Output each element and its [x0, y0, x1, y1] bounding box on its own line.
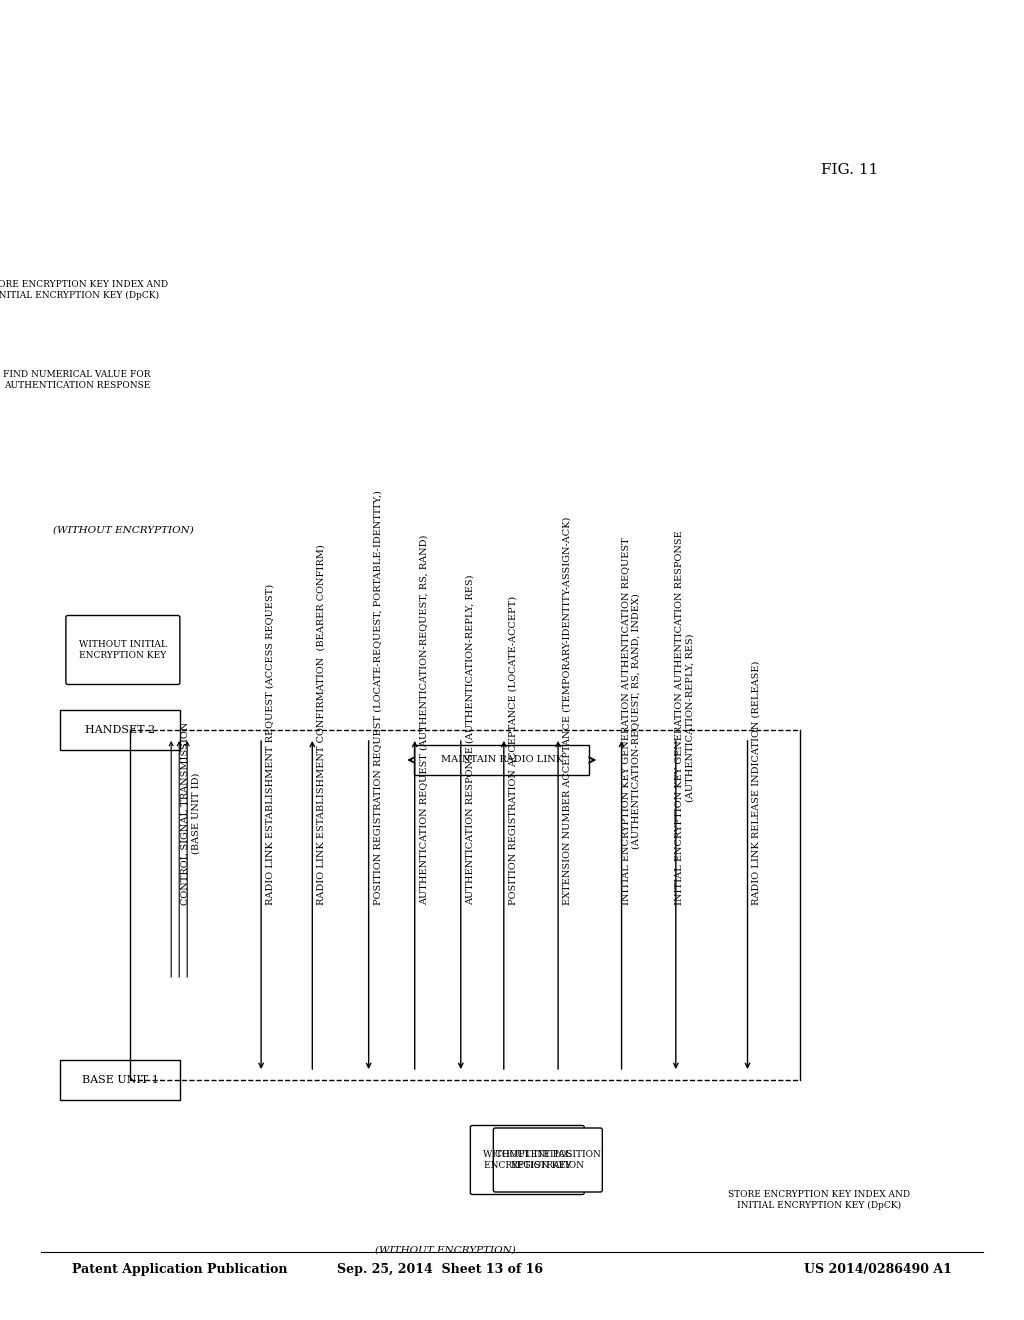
FancyBboxPatch shape [415, 744, 589, 775]
FancyBboxPatch shape [66, 615, 180, 685]
Text: INITIAL ENCRYPTION KEY GENERATION AUTHENTICATION REQUEST
(AUTHENTICATION-REQUEST: INITIAL ENCRYPTION KEY GENERATION AUTHEN… [621, 537, 640, 906]
Text: FIG. 11: FIG. 11 [821, 162, 879, 177]
FancyBboxPatch shape [494, 1129, 602, 1192]
Text: MAINTAIN RADIO LINK: MAINTAIN RADIO LINK [440, 755, 563, 764]
Text: RADIO LINK ESTABLISHMENT CONFIRMATION  (BEARER CONFIRM): RADIO LINK ESTABLISHMENT CONFIRMATION (B… [316, 544, 326, 906]
Text: WITHOUT INITIAL
ENCRYPTION KEY: WITHOUT INITIAL ENCRYPTION KEY [79, 640, 167, 660]
Text: COMPLETE POSITION
REGISTRATION: COMPLETE POSITION REGISTRATION [495, 1150, 601, 1170]
Text: HANDSET 2: HANDSET 2 [85, 725, 155, 735]
Text: RADIO LINK RELEASE INDICATION (RELEASE): RADIO LINK RELEASE INDICATION (RELEASE) [752, 660, 761, 906]
Text: CONTROL SIGNAL TRANSMISSION
(BASE UNIT ID): CONTROL SIGNAL TRANSMISSION (BASE UNIT I… [181, 722, 201, 906]
FancyBboxPatch shape [60, 710, 180, 750]
Text: STORE ENCRYPTION KEY INDEX AND
INITIAL ENCRYPTION KEY (DpCK): STORE ENCRYPTION KEY INDEX AND INITIAL E… [728, 1189, 910, 1210]
FancyBboxPatch shape [470, 1126, 585, 1195]
Text: INITIAL ENCRYPTION KEY GENERATION AUTHENTICATION RESPONSE
(AUTHENTICATION-REPLY,: INITIAL ENCRYPTION KEY GENERATION AUTHEN… [675, 531, 694, 906]
Text: POSITION REGISTRATION REQUEST (LOCATE-REQUEST, PORTABLE-IDENTITY,): POSITION REGISTRATION REQUEST (LOCATE-RE… [373, 490, 382, 906]
Text: AUTHENTICATION RESPONSE (AUTHENTICATION-REPLY, RES): AUTHENTICATION RESPONSE (AUTHENTICATION-… [465, 574, 474, 906]
Text: AUTHENTICATION REQUEST (AUTHENTICATION-REQUEST, RS, RAND): AUTHENTICATION REQUEST (AUTHENTICATION-R… [419, 535, 428, 906]
FancyBboxPatch shape [60, 1060, 180, 1100]
Text: US 2014/0286490 A1: US 2014/0286490 A1 [805, 1263, 952, 1276]
Text: (WITHOUT ENCRYPTION): (WITHOUT ENCRYPTION) [375, 1246, 516, 1254]
Text: Sep. 25, 2014  Sheet 13 of 16: Sep. 25, 2014 Sheet 13 of 16 [337, 1263, 544, 1276]
Text: WITHOUT INITIAL
ENCRYPTION KEY: WITHOUT INITIAL ENCRYPTION KEY [483, 1150, 571, 1170]
Text: FIND NUMERICAL VALUE FOR
AUTHENTICATION RESPONSE: FIND NUMERICAL VALUE FOR AUTHENTICATION … [3, 370, 151, 389]
Text: (WITHOUT ENCRYPTION): (WITHOUT ENCRYPTION) [52, 525, 194, 535]
Text: RADIO LINK ESTABLISHMENT REQUEST (ACCESS REQUEST): RADIO LINK ESTABLISHMENT REQUEST (ACCESS… [265, 583, 274, 906]
Text: EXTENSION NUMBER ACCEPTANCE (TEMPORARY-IDENTITY-ASSIGN-ACK): EXTENSION NUMBER ACCEPTANCE (TEMPORARY-I… [562, 516, 571, 906]
Text: STORE ENCRYPTION KEY INDEX AND
INITIAL ENCRYPTION KEY (DpCK): STORE ENCRYPTION KEY INDEX AND INITIAL E… [0, 280, 168, 300]
Text: Patent Application Publication: Patent Application Publication [72, 1263, 287, 1276]
Text: BASE UNIT 1: BASE UNIT 1 [82, 1074, 159, 1085]
Text: POSITION REGISTRATION ACCEPTANCE (LOCATE-ACCEPT): POSITION REGISTRATION ACCEPTANCE (LOCATE… [508, 595, 517, 906]
